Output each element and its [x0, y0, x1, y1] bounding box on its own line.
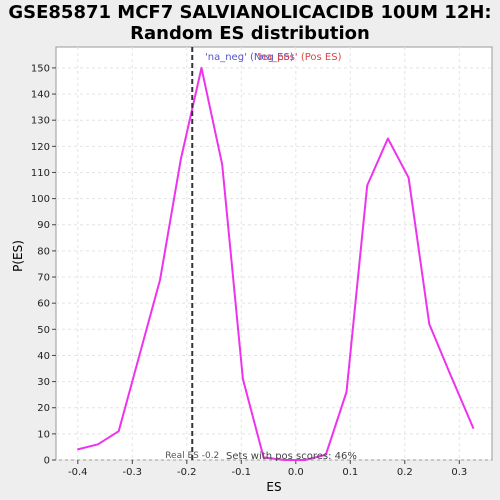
x-tick-label: -0.4 [68, 467, 88, 478]
y-tick-label: 40 [37, 351, 50, 362]
y-tick-label: 30 [37, 377, 50, 388]
y-tick-label: 150 [31, 63, 50, 74]
chart-title: GSE85871 MCF7 SALVIANOLICACIDB 10UM 12H:… [0, 2, 500, 44]
x-axis-label: ES [266, 480, 281, 494]
x-tick-label: 0.1 [342, 467, 358, 478]
y-tick-label: 50 [37, 325, 50, 336]
y-tick-label: 60 [37, 299, 50, 310]
es-distribution-line [77, 66, 475, 461]
chart-title-line-1: GSE85871 MCF7 SALVIANOLICACIDB 10UM 12H: [8, 2, 492, 23]
y-tick-label: 20 [37, 403, 50, 414]
legend-entry-pos: 'na_pos' (Pos ES) [257, 52, 342, 63]
legend-entry-neg: 'na_neg' (Neg ES) [205, 52, 294, 63]
y-tick-label: 0 [44, 456, 50, 467]
x-tick-label: -0.3 [123, 467, 143, 478]
y-tick-label: 110 [31, 168, 50, 179]
legend: 'na_neg' (Neg ES)'na_pos' (Pos ES) [205, 52, 342, 63]
y-tick-label: 100 [31, 194, 50, 205]
x-tick-label: 0.0 [288, 467, 304, 478]
x-tick-label: -0.2 [177, 467, 197, 478]
y-tick-label: 140 [31, 90, 50, 101]
y-tick-label: 120 [31, 142, 50, 153]
x-tick-label: 0.3 [451, 467, 467, 478]
real-es-marker: Real ES -0.2 [165, 47, 219, 461]
real-es-label: Real ES -0.2 [165, 451, 219, 461]
series-layer [77, 66, 475, 461]
x-tick-label: -0.1 [232, 467, 252, 478]
y-tick-label: 10 [37, 429, 50, 440]
y-tick-label: 70 [37, 273, 50, 284]
y-tick-label: 90 [37, 220, 50, 231]
grid [56, 47, 492, 461]
pos-scores-annotation: Sets with pos scores: 46% [226, 451, 357, 462]
plot-area [55, 46, 493, 461]
axes: -0.4 -0.3 -0.2 -0.1 0.0 0.1 0.2 0.3 0 10 20 30 40 50 6… [31, 63, 467, 478]
y-tick-label: 80 [37, 246, 50, 257]
y-tick-label: 130 [31, 116, 50, 127]
chart-title-line-2: Random ES distribution [130, 23, 370, 44]
x-tick-label: 0.2 [397, 467, 413, 478]
y-axis-label: P(ES) [11, 240, 25, 272]
